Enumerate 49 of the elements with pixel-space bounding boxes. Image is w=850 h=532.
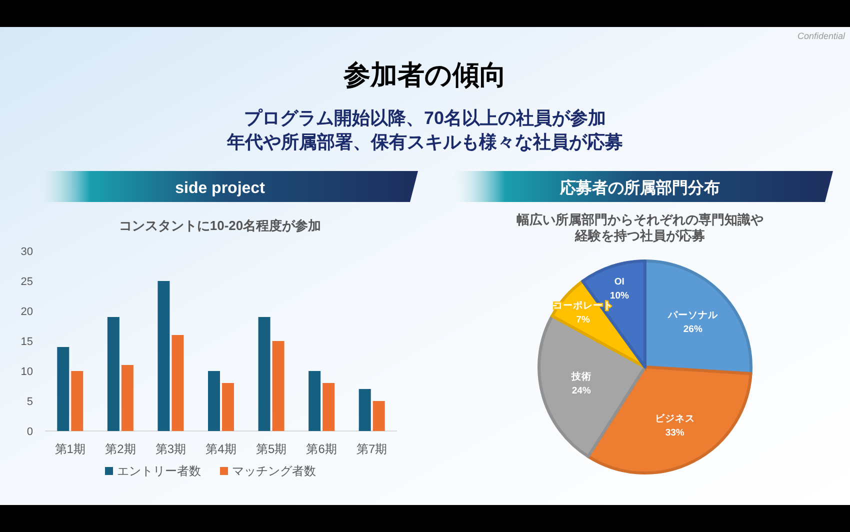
text: 参加者の傾向 [342,60,506,90]
x-tick-label: 第3期 [155,442,186,456]
bar [358,389,371,431]
bar [372,401,385,431]
text: Confidential [797,31,846,41]
chart-subtitle: 幅広い所属部門からそれぞれの専門知識や経験を持つ社員が応募 [516,212,764,243]
bar [57,347,70,431]
slice-label: ビジネス [654,412,695,425]
chart-title: side project [175,180,266,197]
data-label: 24% [572,385,592,396]
bar [121,365,134,431]
x-tick-label: 第6期 [306,442,337,456]
y-tick-label: 5 [26,396,33,408]
x-tick-label: 第1期 [54,442,86,456]
text: プログラム開始以降、70名以上の社員が参加 [244,108,606,128]
x-tick-label: 第2期 [105,442,136,456]
y-tick-label: 25 [20,276,33,288]
y-tick-label: 30 [20,246,33,258]
x-tick-label: 第5期 [256,442,287,456]
x-tick-label: 第4期 [206,442,236,456]
bar [107,317,120,431]
chart-subtitle: コンスタントに10-20名程度が参加 [118,218,322,233]
data-label: 33% [665,428,685,439]
slice-label: 技術 [570,370,592,382]
x-tick-label: 第7期 [356,442,388,456]
chart-title: 応募者の所属部門分布 [559,178,720,197]
bar [272,341,284,431]
bar [308,371,321,431]
y-tick-label: 15 [20,336,33,348]
bar [322,383,335,431]
bar [172,335,184,431]
data-label: 7% [576,314,590,326]
y-tick-label: 10 [20,366,33,378]
slice-label: OI [614,276,624,288]
bar [208,371,220,431]
bar [222,383,234,431]
data-label: 10% [610,290,630,302]
bar [258,317,270,431]
pie-slice [538,314,646,458]
bar [158,281,170,431]
legend-label: エントリー者数 [117,464,201,478]
legend-label: マッチング者数 [232,464,316,478]
bar [71,371,84,431]
slice-label: パーソナル [666,310,719,322]
pie-slice [644,260,752,376]
y-tick-label: 0 [26,426,33,438]
data-label: 26% [683,324,703,336]
y-tick-label: 20 [20,306,33,318]
text: 年代や所属部署、保有スキルも様々な社員が応募 [226,132,623,152]
